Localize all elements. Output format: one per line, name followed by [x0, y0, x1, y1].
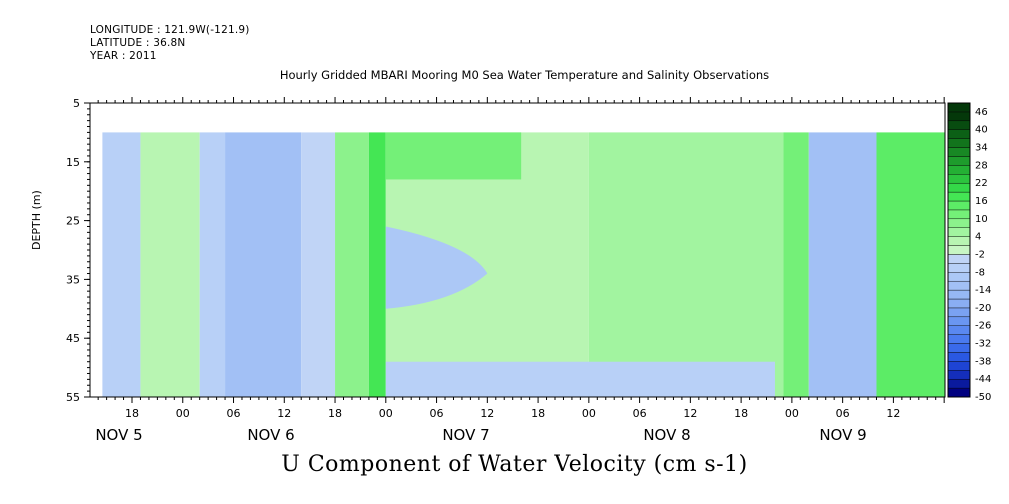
- x-day-label-4: NOV 9: [819, 426, 866, 444]
- year-text: YEAR : 2011: [90, 50, 157, 62]
- colorbar-box-10: [947, 298, 971, 309]
- colorbar-box-6: [947, 334, 971, 344]
- colorbar-box-29: [947, 129, 971, 139]
- data-cell-nov7-bottom: [385, 361, 775, 397]
- data-cell-6: [368, 132, 386, 397]
- x-hour-label-7: 12: [480, 407, 494, 420]
- colorbar-box-24: [947, 174, 971, 184]
- x-day-label-2: NOV 7: [442, 426, 489, 444]
- colorbar-box-15: [947, 254, 971, 264]
- y-tick-label-4: 45: [66, 332, 80, 345]
- colorbar-box-28: [947, 138, 971, 148]
- x-hour-label-12: 18: [734, 407, 748, 420]
- x-hour-label-11: 12: [683, 407, 697, 420]
- longitude-text: LONGITUDE : 121.9W(-121.9): [90, 24, 250, 36]
- colorbar-box-25: [947, 165, 971, 175]
- colorbar-box-20: [947, 209, 971, 220]
- colorbar-label-1: 40: [975, 125, 988, 136]
- y-axis-label: DEPTH (m): [30, 190, 43, 250]
- chart-title: Hourly Gridded MBARI Mooring M0 Sea Wate…: [279, 68, 770, 82]
- colorbar-label-5: 16: [975, 196, 988, 207]
- x-hour-label-13: 00: [785, 407, 799, 420]
- colorbar-box-22: [947, 191, 971, 202]
- colorbar-box-13: [947, 272, 971, 282]
- colorbar-box-17: [947, 236, 971, 246]
- colorbar-box-14: [947, 263, 971, 273]
- colorbar-box-21: [947, 200, 971, 211]
- colorbar-box-32: [947, 102, 971, 113]
- colorbar-box-3: [947, 361, 971, 371]
- x-hour-label-0: 18: [125, 407, 139, 420]
- data-cell-5: [335, 132, 369, 397]
- data-cell-1: [140, 132, 200, 397]
- x-day-label-3: NOV 8: [643, 426, 690, 444]
- data-cell-0: [102, 132, 141, 397]
- colorbar-label-16: -50: [975, 392, 991, 403]
- colorbar-box-8: [947, 316, 971, 326]
- colorbar-label-0: 46: [975, 107, 988, 118]
- x-day-label-1: NOV 6: [247, 426, 294, 444]
- data-cell-10: [808, 132, 877, 397]
- colorbar-box-30: [947, 120, 971, 130]
- colorbar-box-23: [947, 182, 971, 193]
- data-cell-3: [225, 132, 302, 397]
- colorbar-box-5: [947, 343, 971, 353]
- colorbar-box-18: [947, 227, 971, 237]
- colorbar-box-27: [947, 147, 971, 157]
- colorbar-label-15: -44: [975, 374, 991, 385]
- y-tick-label-0: 5: [73, 97, 80, 110]
- x-hour-label-6: 06: [430, 407, 444, 420]
- x-axis-label: U Component of Water Velocity (cm s-1): [281, 452, 748, 477]
- colorbar-label-9: -8: [975, 267, 985, 278]
- colorbar-label-8: -2: [975, 249, 985, 260]
- x-hour-label-14: 06: [836, 407, 850, 420]
- data-cell-nov6-night: [385, 226, 488, 309]
- x-hour-label-15: 12: [886, 407, 900, 420]
- colorbar-label-2: 34: [975, 143, 988, 154]
- colorbar-label-12: -26: [975, 321, 991, 332]
- x-hour-label-4: 18: [328, 407, 342, 420]
- colorbar-label-4: 22: [975, 178, 988, 189]
- colorbar-box-11: [947, 289, 971, 300]
- colorbar-label-3: 28: [975, 160, 988, 171]
- y-tick-label-2: 25: [66, 215, 80, 228]
- colorbar-box-9: [947, 307, 971, 318]
- colorbar-box-0: [947, 387, 971, 398]
- data-cell-9: [783, 132, 809, 397]
- colorbar-box-16: [947, 245, 971, 255]
- y-tick-label-3: 35: [66, 273, 80, 286]
- x-hour-label-2: 06: [227, 407, 241, 420]
- colorbar-label-7: 4: [975, 232, 981, 243]
- y-tick-label-1: 15: [66, 156, 80, 169]
- colorbar-box-2: [947, 370, 971, 380]
- x-hour-label-9: 00: [582, 407, 596, 420]
- colorbar-label-11: -20: [975, 303, 991, 314]
- colorbar-box-7: [947, 325, 971, 335]
- data-cell-2: [199, 132, 226, 397]
- colorbar-frame: [947, 102, 971, 398]
- data-cell-8: [588, 132, 784, 397]
- x-hour-label-1: 00: [176, 407, 190, 420]
- data-cell-11: [876, 132, 945, 397]
- colorbar-box-26: [947, 156, 971, 166]
- colorbar-box-4: [947, 352, 971, 362]
- data-cell-nov6-top: [385, 132, 522, 180]
- colorbar-label-6: 10: [975, 214, 988, 225]
- colorbar-box-12: [947, 280, 971, 291]
- colorbar-label-13: -32: [975, 339, 991, 350]
- x-day-label-0: NOV 5: [95, 426, 142, 444]
- x-hour-label-10: 06: [633, 407, 647, 420]
- x-hour-label-3: 12: [277, 407, 291, 420]
- colorbar-label-14: -38: [975, 356, 991, 367]
- colorbar-box-31: [947, 111, 971, 122]
- y-tick-label-5: 55: [66, 391, 80, 404]
- colorbar-label-10: -14: [975, 285, 991, 296]
- colorbar-box-19: [947, 218, 971, 228]
- x-hour-label-5: 00: [379, 407, 393, 420]
- x-hour-label-8: 18: [531, 407, 545, 420]
- colorbar-box-1: [947, 378, 971, 389]
- latitude-text: LATITUDE : 36.8N: [90, 37, 186, 49]
- data-cell-4: [301, 132, 336, 397]
